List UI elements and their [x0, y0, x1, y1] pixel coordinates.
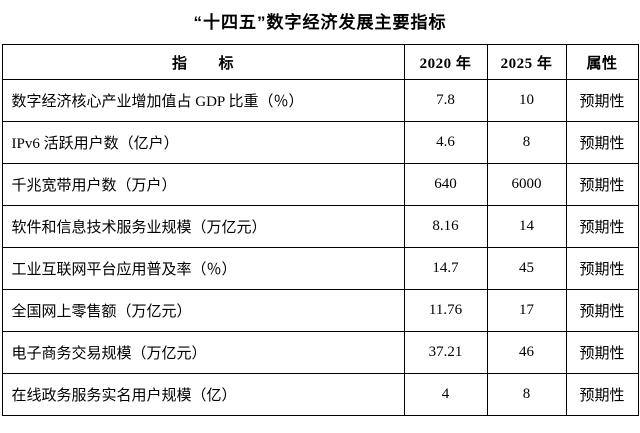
table-header-row: 指 标 2020 年 2025 年 属性 [1, 44, 639, 80]
table-row: 在线政务服务实名用户规模（亿） 4 8 预期性 [1, 373, 639, 416]
attribute-cell: 预期性 [565, 205, 639, 248]
value-2025-cell: 46 [486, 331, 567, 374]
indicator-table: 指 标 2020 年 2025 年 属性 数字经济核心产业增加值占 GDP 比重… [1, 44, 639, 416]
value-2025-cell: 8 [486, 121, 567, 164]
value-2025-cell: 17 [486, 289, 567, 332]
indicator-cell: 软件和信息技术服务业规模（万亿元） [1, 205, 405, 248]
value-2020-cell: 37.21 [403, 331, 488, 374]
page-title: “十四五”数字经济发展主要指标 [193, 13, 447, 32]
value-2025-cell: 14 [486, 205, 567, 248]
col-header-2020: 2020 年 [403, 44, 488, 80]
indicator-cell: 千兆宽带用户数（万户） [1, 163, 405, 206]
table-row: 电子商务交易规模（万亿元） 37.21 46 预期性 [1, 331, 639, 374]
attribute-cell: 预期性 [565, 121, 639, 164]
table-row: 数字经济核心产业增加值占 GDP 比重（％） 7.8 10 预期性 [1, 79, 639, 122]
col-header-indicator: 指 标 [1, 44, 405, 80]
col-header-2025: 2025 年 [486, 44, 567, 80]
indicator-cell: 全国网上零售额（万亿元） [1, 289, 405, 332]
value-2025-cell: 45 [486, 247, 567, 290]
value-2020-cell: 7.8 [403, 79, 488, 122]
attribute-cell: 预期性 [565, 247, 639, 290]
table-row: 全国网上零售额（万亿元） 11.76 17 预期性 [1, 289, 639, 332]
value-2020-cell: 11.76 [403, 289, 488, 332]
indicator-cell: 电子商务交易规模（万亿元） [1, 331, 405, 374]
indicator-cell: 工业互联网平台应用普及率（％） [1, 247, 405, 290]
value-2025-cell: 8 [486, 373, 567, 416]
table-row: 千兆宽带用户数（万户） 640 6000 预期性 [1, 163, 639, 206]
value-2020-cell: 4 [403, 373, 488, 416]
value-2020-cell: 4.6 [403, 121, 488, 164]
attribute-cell: 预期性 [565, 289, 639, 332]
table-row: 工业互联网平台应用普及率（％） 14.7 45 预期性 [1, 247, 639, 290]
table-row: IPv6 活跃用户数（亿户） 4.6 8 预期性 [1, 121, 639, 164]
attribute-cell: 预期性 [565, 373, 639, 416]
table-row: 软件和信息技术服务业规模（万亿元） 8.16 14 预期性 [1, 205, 639, 248]
table-header: 指 标 2020 年 2025 年 属性 [1, 44, 639, 80]
attribute-cell: 预期性 [565, 79, 639, 122]
attribute-cell: 预期性 [565, 331, 639, 374]
value-2025-cell: 10 [486, 79, 567, 122]
value-2020-cell: 14.7 [403, 247, 488, 290]
value-2020-cell: 8.16 [403, 205, 488, 248]
value-2020-cell: 640 [403, 163, 488, 206]
value-2025-cell: 6000 [486, 163, 567, 206]
table-body: 数字经济核心产业增加值占 GDP 比重（％） 7.8 10 预期性 IPv6 活跃用户数… [1, 79, 639, 416]
indicator-cell: IPv6 活跃用户数（亿户） [1, 121, 405, 164]
indicator-cell: 在线政务服务实名用户规模（亿） [1, 373, 405, 416]
attribute-cell: 预期性 [565, 163, 639, 206]
indicator-cell: 数字经济核心产业增加值占 GDP 比重（％） [1, 79, 405, 122]
col-header-attribute: 属性 [565, 44, 639, 80]
